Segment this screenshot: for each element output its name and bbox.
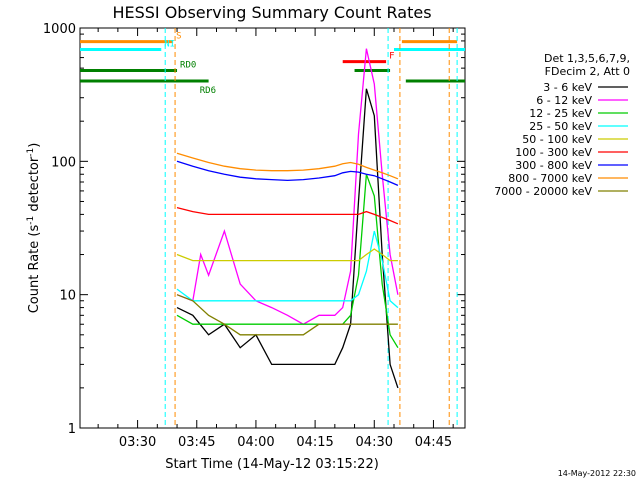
legend-entry: 3 - 6 keV — [543, 81, 592, 94]
x-tick-label: 04:45 — [415, 435, 452, 450]
legend-entry: 25 - 50 keV — [529, 120, 592, 133]
y-axis-label-sup2: -1 — [26, 148, 36, 157]
series-line — [176, 248, 398, 262]
footer-date: 14-May-2012 22:30 — [558, 469, 636, 478]
y-axis-label-sup1: -1 — [26, 216, 36, 225]
legend-entry: 800 - 7000 keV — [508, 172, 592, 185]
y-axis-label: Count Rate (s-1 detector-1) — [26, 143, 42, 314]
legend-entry: 100 - 300 keV — [515, 146, 592, 159]
x-axis-label: Start Time (14-May-12 03:15:22) — [165, 457, 379, 472]
series-line — [176, 294, 398, 336]
band-label: RD0 — [180, 61, 196, 71]
x-tick-label: 04:00 — [237, 435, 274, 450]
band-label: NI — [164, 39, 175, 49]
legend: Det 1,3,5,6,7,9,FDecim 2, Att 0 3 - 6 keV… — [494, 52, 630, 198]
series-lines — [176, 48, 399, 389]
x-tick-label: 04:30 — [356, 435, 393, 450]
y-axis-label-main: Count Rate (s — [27, 225, 42, 314]
plot-frame — [79, 27, 466, 429]
y-axis-label-mid: detector — [27, 156, 42, 216]
series-line — [176, 48, 399, 325]
series-line — [176, 230, 399, 309]
chart-title: HESSI Observing Summary Count Rates — [112, 3, 431, 22]
band-label: F — [389, 52, 394, 62]
series-line — [176, 160, 399, 186]
y-tick-label: 100 — [51, 155, 76, 170]
axes: 1 10 100 1000 03:30 03:45 04:00 04:15 04:30 04:45 — [43, 22, 466, 450]
band-label: S — [176, 32, 181, 42]
legend-entry: 6 - 12 keV — [536, 94, 592, 107]
mode-bands: SNI RD0 RD6 F — [80, 32, 465, 96]
series-line — [176, 88, 399, 389]
legend-header: FDecim 2, Att 0 — [545, 65, 630, 78]
band-label: RD6 — [200, 86, 216, 96]
x-tick-label: 03:45 — [178, 435, 215, 450]
x-tick-label: 04:15 — [296, 435, 333, 450]
legend-entry: 50 - 100 keV — [522, 133, 592, 146]
legend-header: Det 1,3,5,6,7,9, — [544, 52, 630, 65]
series-line — [176, 206, 399, 225]
y-tick-label: 1000 — [43, 22, 76, 37]
y-axis-label-end: ) — [27, 143, 42, 148]
legend-entry: 7000 - 20000 keV — [494, 185, 592, 198]
y-tick-label: 10 — [59, 289, 76, 304]
x-tick-label: 03:30 — [119, 435, 156, 450]
y-tick-label: 1 — [68, 422, 76, 437]
series-line — [176, 152, 399, 180]
legend-entry: 300 - 800 keV — [515, 159, 592, 172]
legend-entry: 12 - 25 keV — [529, 107, 592, 120]
